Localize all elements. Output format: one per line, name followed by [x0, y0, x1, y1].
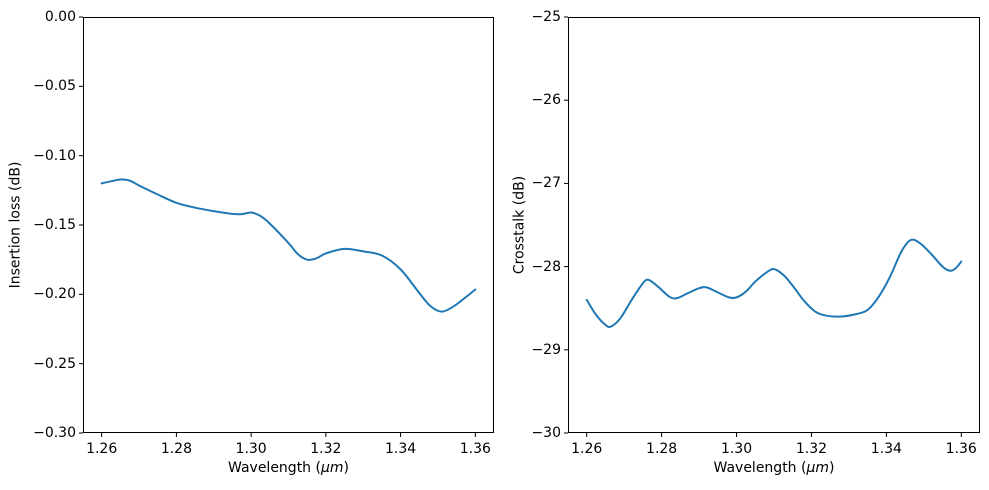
x-tick-label: 1.28	[160, 441, 192, 457]
x-tick-label: 1.34	[384, 441, 417, 457]
insertion-loss-curve	[100, 178, 477, 313]
crosstalk-curve	[585, 238, 963, 328]
axes-spines	[568, 17, 980, 433]
x-tick-label: 1.26	[571, 441, 603, 457]
x-axis-label-text: Wavelength (	[713, 460, 807, 476]
x-tick-label: 1.32	[310, 441, 342, 457]
x-axis-label-close: )	[829, 460, 835, 476]
x-tick-label: 1.32	[795, 441, 828, 457]
y-tick-label: −0.20	[33, 286, 76, 303]
insertion-loss-plot-area	[79, 16, 494, 437]
x-tick-label: 1.36	[945, 441, 977, 457]
y-tick-label: −25	[531, 9, 561, 25]
y-tick-label: −30	[531, 425, 561, 441]
x-axis-label-crosstalk: Wavelength (μm)	[714, 460, 835, 477]
y-tick-label: −0.10	[33, 147, 76, 164]
y-tick-label: −29	[531, 341, 561, 358]
x-axis-label-unit: μm	[320, 460, 344, 476]
x-tick-label: 1.26	[86, 441, 118, 457]
y-tick-label: −27	[531, 175, 561, 192]
y-tick-label: −26	[531, 92, 561, 109]
x-tick-label: 1.30	[720, 441, 753, 457]
x-axis-label-insertion-loss: Wavelength (μm)	[228, 460, 349, 477]
y-tick-label: −0.15	[33, 217, 76, 233]
x-tick-label: 1.28	[646, 441, 678, 457]
x-axis-label-close: )	[343, 460, 349, 476]
insertion-loss-axes	[79, 16, 494, 437]
x-tick-label: 1.34	[870, 441, 902, 457]
axes-spines	[83, 17, 494, 433]
x-tick-label: 1.36	[459, 441, 491, 457]
crosstalk-plot-area	[564, 16, 980, 437]
x-axis-label-text: Wavelength (	[228, 460, 321, 476]
crosstalk-axes	[564, 16, 980, 437]
x-tick-label: 1.30	[235, 441, 267, 457]
y-tick-label: −0.25	[33, 355, 76, 372]
y-tick-label: −28	[531, 258, 561, 275]
y-tick-label: −0.30	[33, 425, 76, 441]
y-tick-label: −0.05	[33, 78, 76, 95]
x-axis-label-unit: μm	[806, 460, 830, 476]
y-tick-label: 0.00	[44, 9, 76, 25]
